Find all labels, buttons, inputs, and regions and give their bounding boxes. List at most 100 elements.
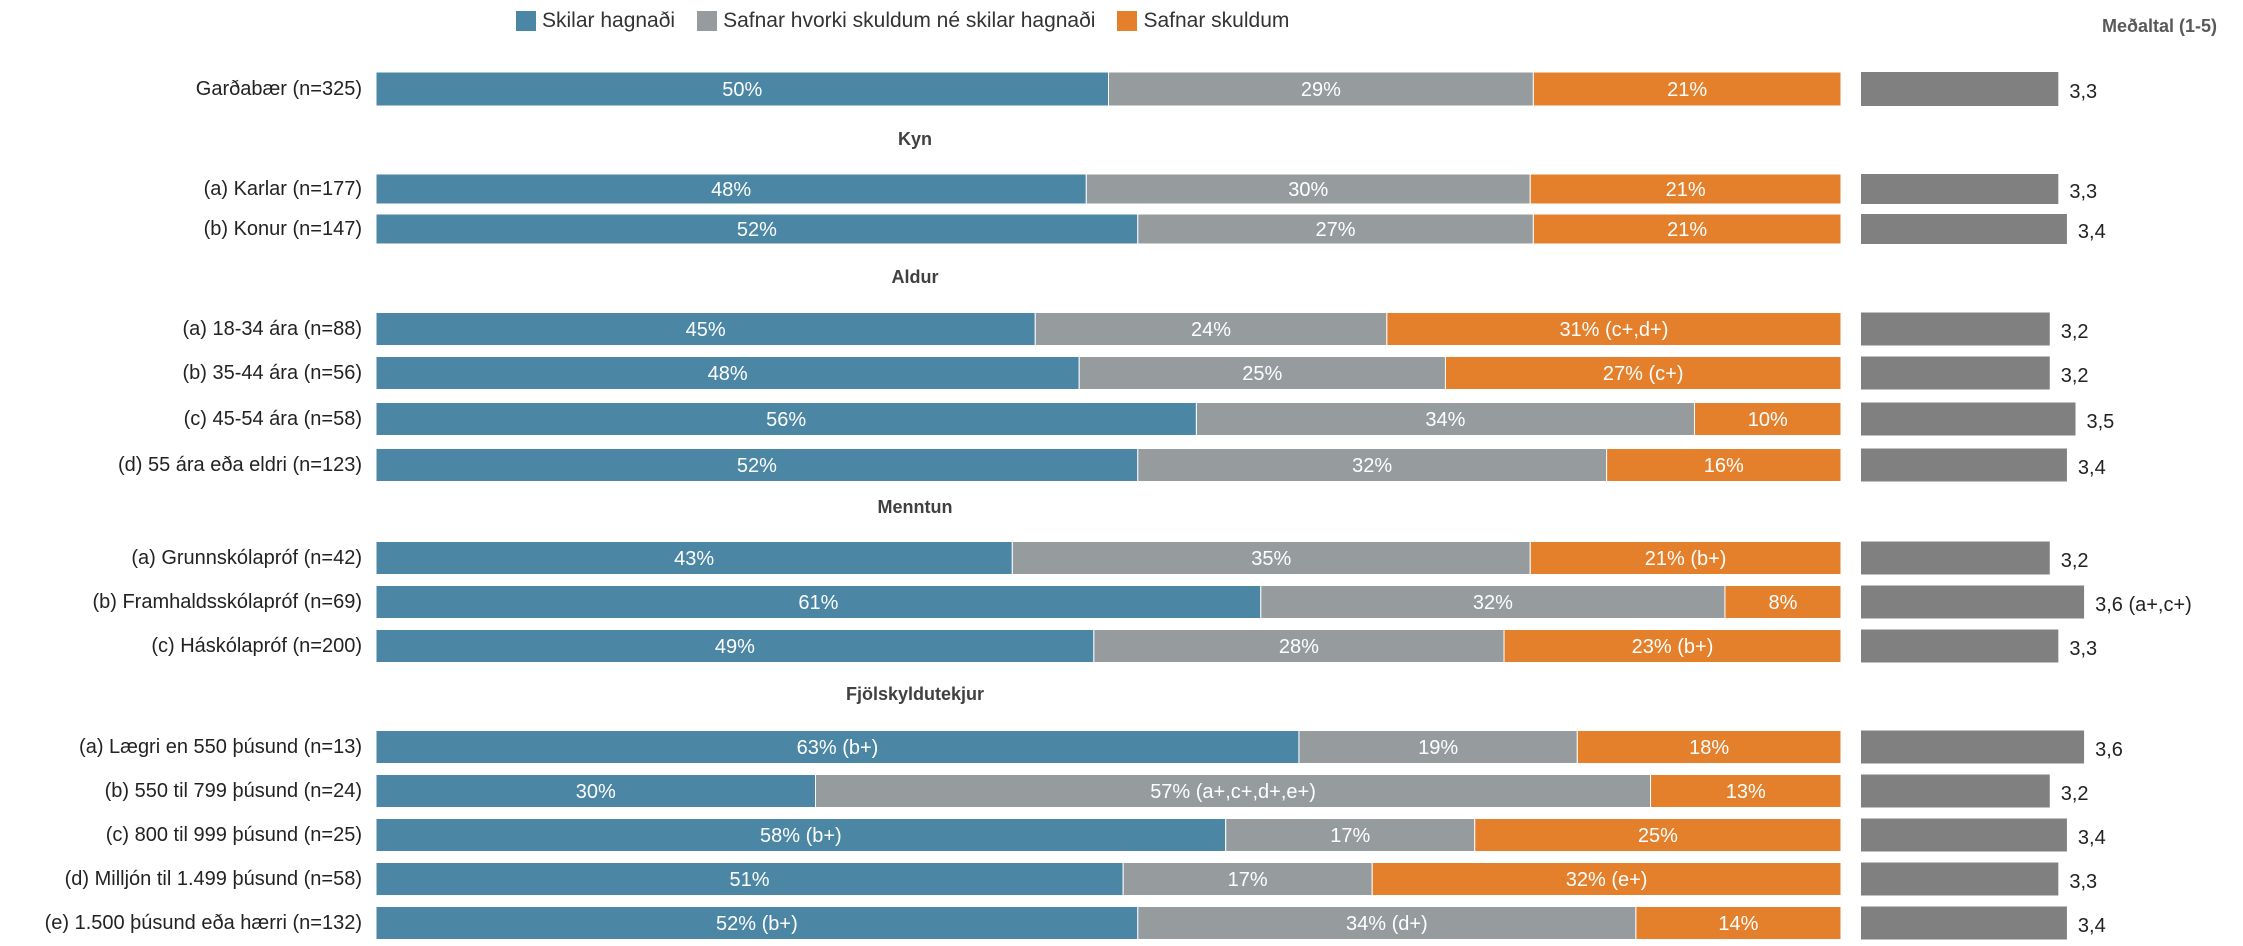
row-label: (c) 800 til 999 þúsund (n=25) (106, 824, 362, 846)
bar-segment-neutral (1122, 862, 1373, 896)
mean-bar (1861, 214, 2067, 244)
segment-label-neutral: 25% (1242, 363, 1282, 385)
bar-segment-debt (1532, 213, 1842, 245)
row-label: (b) Konur (n=147) (204, 218, 362, 240)
segment-label-profit: 48% (711, 179, 751, 201)
mean-bar (1861, 906, 2067, 940)
group-heading: Menntun (878, 497, 953, 517)
segment-label-neutral: 17% (1228, 869, 1268, 891)
bar-segment-profit (375, 906, 1139, 940)
row-label: (b) Framhaldsskólapróf (n=69) (92, 591, 362, 613)
segment-label-profit: 52% (737, 219, 777, 241)
group-heading: Fjölskyldutekjur (846, 684, 984, 704)
group-heading: Kyn (898, 129, 932, 149)
bar-segment-profit (375, 71, 1109, 107)
mean-label: 3,2 (2061, 365, 2089, 387)
bar-segment-neutral (1225, 818, 1476, 852)
mean-column-title: Meðaltal (1-5) (2102, 16, 2218, 36)
mean-label: 3,3 (2069, 181, 2097, 203)
segment-label-neutral: 19% (1418, 737, 1458, 759)
segment-label-debt: 21% (1666, 179, 1706, 201)
bar-segment-neutral (1078, 356, 1446, 390)
bar-segment-debt (1503, 629, 1842, 663)
bar-segment-debt (1606, 448, 1842, 482)
segment-label-neutral: 34% (d+) (1346, 913, 1428, 935)
mean-bar (1861, 541, 2050, 575)
legend-swatch-profit (516, 11, 536, 31)
segment-label-profit: 45% (686, 319, 726, 341)
mean-label: 3,6 (a+,c+) (2095, 594, 2192, 616)
row-label: Garðabær (n=325) (196, 78, 362, 100)
mean-bar (1861, 312, 2050, 346)
mean-bar (1861, 402, 2076, 436)
segment-label-neutral: 17% (1330, 825, 1370, 847)
segment-label-neutral: 57% (a+,c+,d+,e+) (1150, 781, 1316, 803)
segment-label-neutral: 28% (1279, 636, 1319, 658)
legend-swatch-debt (1117, 11, 1138, 31)
bar-segment-profit (375, 448, 1139, 482)
bar-segment-profit (375, 585, 1262, 619)
segment-label-neutral: 34% (1425, 409, 1465, 431)
row-label: (c) 45-54 ára (n=58) (184, 408, 362, 430)
legend-label-debt: Safnar skuldum (1143, 9, 1290, 32)
mean-bar (1861, 585, 2085, 619)
segment-label-debt: 8% (1769, 592, 1798, 614)
mean-bar (1861, 730, 2085, 764)
segment-label-profit: 52% (b+) (716, 913, 798, 935)
segment-label-profit: 30% (576, 781, 616, 803)
row-label: (a) Grunnskólapróf (n=42) (131, 547, 362, 569)
segment-label-debt: 14% (1718, 913, 1758, 935)
legend-swatch-neutral (697, 11, 718, 31)
mean-label: 3,4 (2078, 457, 2106, 479)
bar-segment-profit (375, 730, 1300, 764)
bar-segment-debt (1724, 585, 1842, 619)
segment-label-neutral: 27% (1316, 219, 1356, 241)
group-heading: Aldur (892, 267, 939, 287)
segment-label-neutral: 30% (1288, 179, 1328, 201)
bar-segment-debt (1529, 541, 1842, 575)
bar-segment-profit (375, 862, 1124, 896)
bar-segment-profit (375, 356, 1080, 390)
row-label: (a) Karlar (n=177) (204, 178, 362, 200)
mean-label: 3,4 (2078, 915, 2106, 937)
row-label: (c) Háskólapróf (n=200) (151, 635, 362, 657)
segment-label-neutral: 24% (1191, 319, 1231, 341)
legend-item-profit: Skilar hagnaði (516, 9, 675, 33)
bar-segment-debt (1650, 774, 1842, 808)
segment-label-debt: 18% (1689, 737, 1729, 759)
bar-segment-debt (1694, 402, 1842, 436)
bar-segment-neutral (1137, 213, 1534, 245)
bar-segment-debt (1371, 862, 1842, 896)
bar-segment-profit (375, 312, 1036, 346)
segment-label-profit: 58% (b+) (760, 825, 842, 847)
segment-label-debt: 21% (b+) (1645, 548, 1727, 570)
segment-label-profit: 51% (730, 869, 770, 891)
row-label: (a) Lægri en 550 þúsund (n=13) (79, 736, 362, 758)
bar-segment-profit (375, 402, 1197, 436)
segment-label-profit: 48% (708, 363, 748, 385)
mean-bar (1861, 629, 2059, 663)
bar-segment-debt (1474, 818, 1842, 852)
mean-label: 3,2 (2061, 783, 2089, 805)
segment-label-debt: 21% (1667, 79, 1707, 101)
bar-segment-profit (375, 541, 1013, 575)
legend-label-neutral: Safnar hvorki skuldum né skilar hagnaði (723, 9, 1096, 32)
segment-label-debt: 13% (1726, 781, 1766, 803)
segment-label-debt: 10% (1748, 409, 1788, 431)
bar-segment-neutral (1137, 448, 1608, 482)
segment-label-debt: 27% (c+) (1603, 363, 1684, 385)
bar-segment-neutral (815, 774, 1652, 808)
mean-bar (1861, 356, 2050, 390)
mean-bar (1861, 818, 2067, 852)
row-label: (b) 35-44 ára (n=56) (182, 362, 362, 384)
bar-segment-neutral (1195, 402, 1696, 436)
segment-label-profit: 56% (766, 409, 806, 431)
segment-label-debt: 21% (1667, 219, 1707, 241)
segment-label-profit: 63% (b+) (797, 737, 879, 759)
segment-label-profit: 43% (674, 548, 714, 570)
bar-segment-debt (1576, 730, 1842, 764)
mean-bar (1861, 774, 2050, 808)
row-label: (d) Milljón til 1.499 þúsund (n=58) (65, 868, 362, 890)
segment-label-neutral: 32% (1473, 592, 1513, 614)
